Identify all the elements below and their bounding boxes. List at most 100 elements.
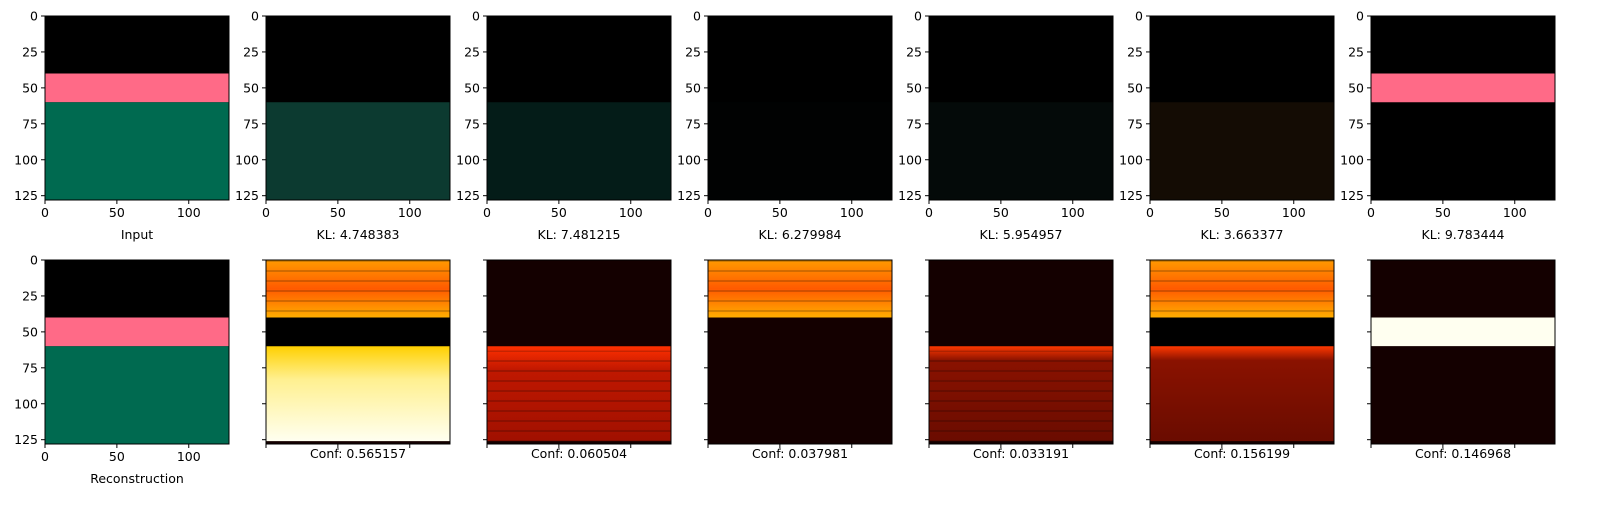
heatmap-upper-region	[929, 260, 1113, 318]
top-panel-3: 0 50 100 0 25 50 75 100 125	[677, 9, 893, 220]
panel-frame-top-2	[486, 15, 672, 201]
x-tick-label: 100	[619, 205, 643, 220]
y-tick-label: 75	[22, 360, 38, 375]
panel-frame-bottom-0	[44, 259, 230, 445]
x-tick-label: 50	[1435, 205, 1451, 220]
y-tick-label: 50	[243, 80, 259, 95]
y-tick-label: 125	[1119, 188, 1143, 203]
y-tick-label: 50	[464, 80, 480, 95]
green-band	[45, 102, 229, 200]
y-tick-label: 25	[22, 44, 38, 59]
top-panel-2: 0 50 100 0 25 50 75 100 125	[456, 9, 672, 220]
pink-band	[45, 73, 229, 103]
y-tick-label: 50	[1127, 80, 1143, 95]
kl-label-6: KL: 9.783444	[1422, 227, 1505, 242]
y-tick-label: 50	[685, 80, 701, 95]
panel-frame-bottom-5	[1149, 259, 1335, 445]
panel-frame-bottom-2	[486, 259, 672, 445]
y-tick-label: 75	[22, 116, 38, 131]
y-tick-label: 100	[14, 396, 38, 411]
green-band-faded	[487, 102, 671, 200]
y-tick-label: 25	[906, 44, 922, 59]
y-tick-label: 125	[677, 188, 701, 203]
panel-frame-bottom-6	[1370, 259, 1556, 445]
panel-frame-top-4	[928, 15, 1114, 201]
y-tick-label: 100	[235, 152, 259, 167]
top-panel-4: 0 50 100 0 25 50 75 100 125	[898, 9, 1114, 220]
y-tick-label: 50	[22, 80, 38, 95]
heatmap-middle-region	[487, 317, 671, 347]
bottom-panel-6	[1367, 259, 1556, 448]
x-tick-label: 0	[483, 205, 491, 220]
green-band-faded	[266, 102, 450, 200]
panel-frame-top-1	[265, 15, 451, 201]
input-label: Input	[121, 227, 153, 242]
conf-label-1: Conf: 0.565157	[310, 446, 406, 461]
top-panel-1: 0 50 100 0 25 50 75 100 125	[235, 9, 451, 220]
conf-label-6: Conf: 0.146968	[1415, 446, 1511, 461]
bottom-panel-0: 0 50 100 0 25 50 75 100 125	[14, 253, 230, 464]
bottom-panel-3	[704, 259, 893, 448]
y-tick-label: 25	[1127, 44, 1143, 59]
y-tick-label: 0	[693, 9, 701, 24]
bottom-panel-1	[262, 259, 451, 448]
y-tick-label: 0	[251, 9, 259, 24]
x-tick-label: 100	[177, 205, 201, 220]
panel-frame-bottom-1	[265, 259, 451, 445]
x-tick-label: 100	[1061, 205, 1085, 220]
heatmap-texture	[266, 260, 450, 318]
pink-band	[45, 317, 229, 347]
top-panel-6: 0 50 100 0 25 50 75 100 125	[1340, 9, 1556, 220]
heatmap-texture	[1150, 260, 1334, 318]
x-tick-label: 50	[1214, 205, 1230, 220]
x-tick-label: 0	[1367, 205, 1375, 220]
green-band-faded	[929, 102, 1113, 200]
y-tick-label: 75	[243, 116, 259, 131]
green-band-faded	[708, 102, 892, 200]
x-tick-label: 0	[1146, 205, 1154, 220]
x-tick-label: 100	[840, 205, 864, 220]
x-tick-label: 50	[109, 205, 125, 220]
heatmap-lower-region	[266, 346, 450, 442]
kl-label-2: KL: 7.481215	[538, 227, 621, 242]
bottom-panel-5	[1146, 259, 1335, 448]
y-tick-label: 0	[1356, 9, 1364, 24]
heatmap-texture	[708, 260, 892, 318]
y-tick-label: 75	[906, 116, 922, 131]
x-tick-label: 100	[398, 205, 422, 220]
x-tick-label: 0	[41, 449, 49, 464]
panel-background	[1371, 16, 1555, 200]
panel-frame-bottom-4	[928, 259, 1114, 445]
y-tick-label: 0	[472, 9, 480, 24]
heatmap-texture	[487, 350, 671, 442]
heatmap-middle-region	[266, 317, 450, 347]
x-tick-label: 0	[41, 205, 49, 220]
green-band-faded	[1150, 102, 1334, 200]
y-tick-label: 125	[1340, 188, 1364, 203]
y-tick-label: 125	[898, 188, 922, 203]
y-tick-label: 100	[1119, 152, 1143, 167]
kl-label-1: KL: 4.748383	[317, 227, 400, 242]
heatmap-middle-region	[1150, 317, 1334, 347]
y-tick-label: 100	[677, 152, 701, 167]
panel-frame-top-6	[1370, 15, 1556, 201]
y-tick-label: 125	[235, 188, 259, 203]
y-tick-label: 50	[22, 324, 38, 339]
x-tick-label: 0	[925, 205, 933, 220]
y-tick-label: 125	[456, 188, 480, 203]
heatmap-middle-region	[708, 317, 892, 347]
x-tick-label: 50	[109, 449, 125, 464]
heatmap-upper-region	[487, 260, 671, 318]
top-panel-5: 0 50 100 0 25 50 75 100 125	[1119, 9, 1335, 220]
panel-frame-top-5	[1149, 15, 1335, 201]
bottom-panel-4	[925, 259, 1114, 448]
y-tick-label: 50	[906, 80, 922, 95]
x-tick-label: 50	[772, 205, 788, 220]
panel-frame-top-0	[44, 15, 230, 201]
x-tick-label: 100	[1503, 205, 1527, 220]
y-tick-label: 125	[14, 432, 38, 447]
green-band	[45, 346, 229, 444]
panel-frame-top-3	[707, 15, 893, 201]
y-tick-label: 100	[1340, 152, 1364, 167]
